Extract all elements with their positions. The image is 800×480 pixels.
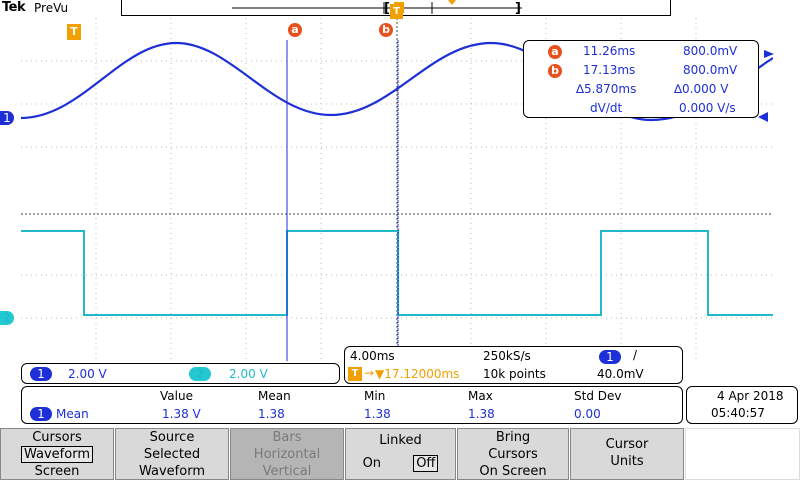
record-length: 10k points [483, 367, 546, 381]
cursors-option-screen[interactable]: Screen [34, 464, 80, 479]
cursor-b-handle[interactable]: b [379, 23, 393, 37]
trigger-position: ▼17.12000ms [375, 367, 460, 381]
menu-empty-slot [685, 428, 800, 480]
cursors-option-waveform[interactable]: Waveform [21, 446, 93, 463]
menu-linked[interactable]: Linked On Off [345, 428, 456, 480]
ch1-waveform [21, 41, 773, 122]
measurement-stddev: 0.00 [574, 407, 601, 421]
linked-title: Linked [379, 433, 422, 448]
units-line1: Cursor [605, 437, 649, 452]
datetime-panel: 4 Apr 2018 05:40:57 [686, 386, 798, 424]
cursor-a-readout-icon: a [548, 45, 562, 59]
time: 05:40:57 [711, 406, 765, 420]
header-value: Value [160, 389, 193, 403]
cursor-delta-value: ∆0.000 V [674, 82, 729, 96]
source-line3: Waveform [139, 464, 205, 479]
trigger-position-icon: T [348, 367, 362, 381]
header-stddev: Std Dev [574, 389, 622, 403]
ch1-scale-badge: 1 [30, 367, 52, 381]
ch2-scale[interactable]: 2.00 V [229, 367, 268, 381]
graticule-grid [21, 18, 773, 361]
dvdt-value: 0.000 V/s [679, 101, 736, 115]
ch2-waveform [21, 230, 773, 316]
acquisition-mode-label: PreVu [34, 1, 69, 15]
cursors-title: Cursors [32, 430, 82, 445]
acquisition-panel[interactable]: 4.00ms 250kS/s 1 / T → ▼17.12000ms 10k p… [344, 346, 683, 384]
bring-line2: Cursors [488, 447, 538, 462]
trigger-level-arrow-icon [758, 112, 768, 122]
source-line1: Source [149, 430, 195, 445]
menu-cursors[interactable]: Cursors Waveform Screen [0, 428, 114, 480]
header-min: Min [364, 389, 386, 403]
trigger-point-marker[interactable]: T [390, 4, 403, 19]
bars-line2: Horizontal [253, 447, 321, 462]
menu-source[interactable]: Source Selected Waveform [115, 428, 229, 480]
measurement-value: 1.38 V [162, 407, 201, 421]
cursor-a-value: 800.0mV [683, 44, 738, 58]
waveform-display[interactable] [21, 18, 773, 361]
brand-logo: Tek [2, 0, 26, 15]
cursor-delta-time: ∆5.870ms [576, 82, 637, 96]
measurement-channel-badge: 1 [30, 407, 52, 421]
linked-option-off[interactable]: Off [413, 455, 439, 472]
bars-line3: Vertical [262, 464, 312, 479]
menu-bring-cursors[interactable]: Bring Cursors On Screen [457, 428, 569, 480]
cursor-a-time: 11.26ms [583, 44, 636, 58]
menu-cursor-units[interactable]: Cursor Units [570, 428, 684, 480]
cursor-readout-panel: a 11.26ms 800.0mV b 17.13ms 800.0mV ∆5.8… [523, 40, 759, 118]
linked-option-on[interactable]: On [362, 456, 382, 471]
trigger-source-badge: 1 [599, 350, 621, 364]
svg-text:]: ] [515, 1, 521, 16]
source-line2: Selected [143, 447, 201, 462]
channel-scale-bar[interactable]: 1 2.00 V 2 2.00 V [21, 363, 340, 384]
bring-line1: Bring [495, 430, 531, 445]
trigger-slope-icon: / [633, 348, 638, 362]
header-mean: Mean [258, 389, 291, 403]
cursor-b-time: 17.13ms [583, 63, 636, 77]
trigger-level: 40.0mV [597, 367, 644, 381]
dvdt-label: dV/dt [590, 101, 623, 115]
sample-rate: 250kS/s [483, 349, 531, 363]
cursor-a-handle[interactable]: a [288, 23, 302, 37]
bring-line3: On Screen [479, 464, 547, 479]
menu-bars: Bars Horizontal Vertical [230, 428, 344, 480]
ch1-ground-marker[interactable]: 1 [0, 111, 14, 125]
cursor-b-value: 800.0mV [683, 63, 738, 77]
timebase: 4.00ms [350, 349, 395, 363]
bars-line1: Bars [272, 430, 302, 445]
measurement-mean: 1.38 [258, 407, 285, 421]
cursor-b-readout-icon: b [548, 64, 562, 78]
ch1-scale[interactable]: 2.00 V [68, 367, 107, 381]
measurement-min: 1.38 [364, 407, 391, 421]
ch2-ground-marker[interactable]: 2 [0, 311, 14, 325]
units-line2: Units [610, 454, 644, 469]
measurement-max: 1.38 [468, 407, 495, 421]
measurement-name: Mean [56, 407, 89, 421]
offscreen-right-arrow-icon [764, 50, 774, 58]
svg-text:[: [ [384, 1, 390, 16]
date: 4 Apr 2018 [717, 389, 784, 403]
header-max: Max [468, 389, 493, 403]
ch2-scale-badge: 2 [189, 367, 211, 381]
trigger-arrow-icon: → [364, 366, 375, 380]
measurement-panel: Value Mean Min Max Std Dev 1 Mean 1.38 V… [21, 386, 683, 424]
trigger-position-marker[interactable]: T [67, 24, 81, 40]
